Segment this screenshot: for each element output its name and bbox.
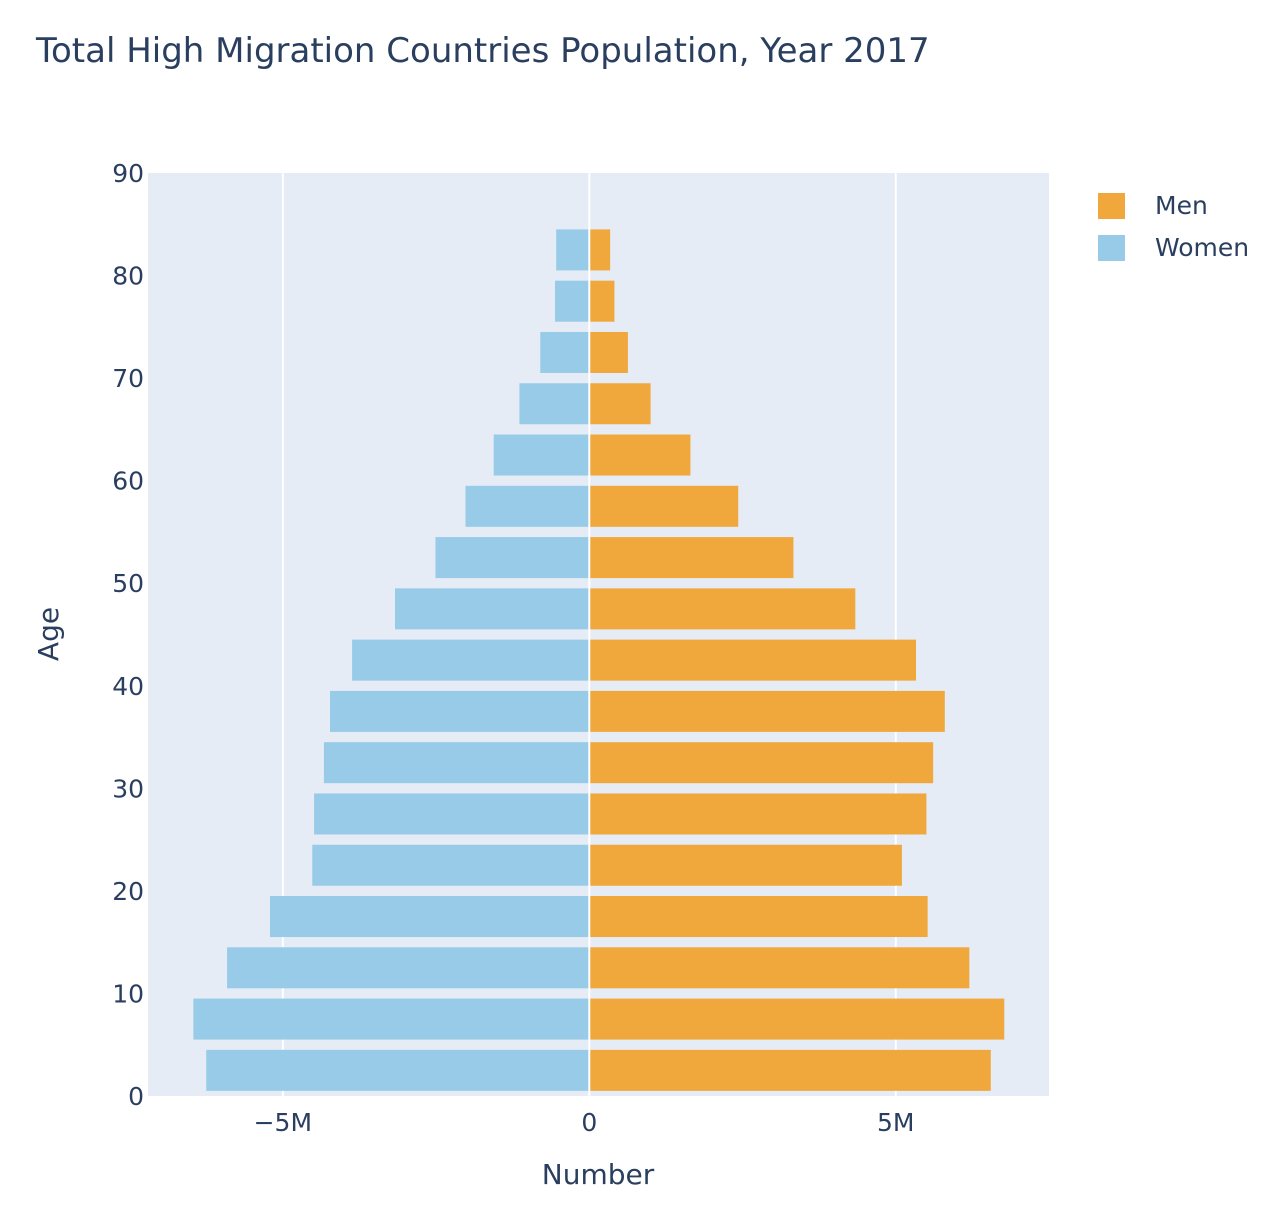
bar-men bbox=[589, 229, 611, 271]
bar-men bbox=[589, 331, 628, 373]
bar-men bbox=[589, 588, 856, 630]
bar-women bbox=[227, 947, 590, 989]
bar-women bbox=[554, 280, 590, 322]
bar-women bbox=[519, 383, 590, 425]
bar-men bbox=[589, 947, 970, 989]
chart-title: Total High Migration Countries Populatio… bbox=[35, 31, 930, 71]
bar-men bbox=[589, 844, 902, 886]
x-tick-labels: −5M 0 5M bbox=[254, 1108, 915, 1137]
bar-men bbox=[589, 434, 691, 476]
bar-women bbox=[312, 844, 590, 886]
y-tick-labels: 0 10 20 30 40 50 60 70 80 90 bbox=[112, 159, 144, 1111]
y-tick-label: 60 bbox=[112, 467, 144, 496]
x-tick-label: −5M bbox=[254, 1108, 312, 1137]
bar-men bbox=[589, 742, 934, 784]
bar-men bbox=[589, 280, 615, 322]
grid-lines bbox=[281, 173, 897, 1096]
legend-swatch-men bbox=[1098, 193, 1125, 219]
bar-women bbox=[435, 537, 590, 579]
y-tick-label: 40 bbox=[112, 672, 144, 701]
y-tick-label: 50 bbox=[112, 569, 144, 598]
bar-men bbox=[589, 639, 916, 681]
y-tick-label: 70 bbox=[112, 364, 144, 393]
bar-men bbox=[589, 793, 927, 835]
y-tick-label: 0 bbox=[128, 1082, 144, 1111]
y-tick-label: 30 bbox=[112, 774, 144, 803]
y-axis-title: Age bbox=[32, 607, 65, 661]
bar-women bbox=[193, 998, 590, 1040]
bar-women bbox=[556, 229, 590, 271]
legend-label-men: Men bbox=[1155, 191, 1208, 220]
bars bbox=[193, 229, 1005, 1091]
bar-men bbox=[589, 998, 1005, 1040]
bar-men bbox=[589, 383, 651, 425]
bar-men bbox=[589, 896, 928, 938]
bar-women bbox=[493, 434, 590, 476]
legend-swatch-women bbox=[1098, 235, 1125, 261]
y-tick-label: 10 bbox=[112, 979, 144, 1008]
y-tick-label: 20 bbox=[112, 877, 144, 906]
bar-men bbox=[589, 537, 794, 579]
plot-background bbox=[148, 173, 1049, 1096]
legend: Men Women bbox=[1098, 191, 1249, 262]
bar-women bbox=[206, 1049, 590, 1091]
legend-label-women: Women bbox=[1155, 233, 1249, 262]
y-tick-label: 90 bbox=[112, 159, 144, 188]
bar-men bbox=[589, 485, 739, 527]
bar-women bbox=[352, 639, 590, 681]
bar-men bbox=[589, 1049, 991, 1091]
bar-women bbox=[540, 331, 590, 373]
bar-women bbox=[330, 690, 590, 732]
bar-men bbox=[589, 690, 945, 732]
bar-women bbox=[314, 793, 590, 835]
y-tick-label: 80 bbox=[112, 262, 144, 291]
x-tick-label: 0 bbox=[581, 1108, 597, 1137]
bar-women bbox=[465, 485, 590, 527]
bar-women bbox=[269, 896, 590, 938]
bar-women bbox=[395, 588, 590, 630]
bar-women bbox=[323, 742, 590, 784]
x-tick-label: 5M bbox=[877, 1108, 914, 1137]
x-axis-title: Number bbox=[542, 1158, 655, 1191]
